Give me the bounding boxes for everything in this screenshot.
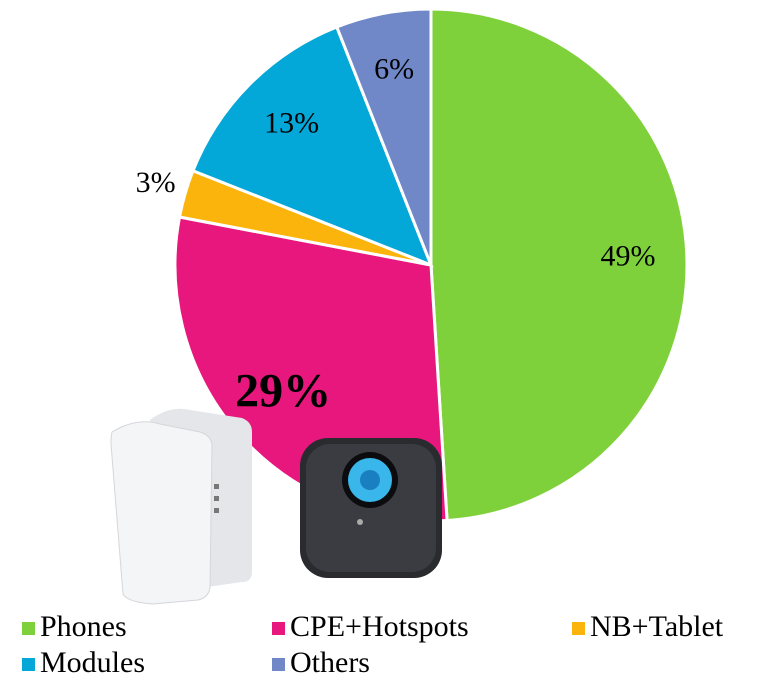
legend-label: Others bbox=[290, 646, 370, 679]
legend-swatch bbox=[572, 622, 585, 635]
slice-label: 6% bbox=[374, 52, 414, 85]
legend-label: NB+Tablet bbox=[590, 610, 724, 643]
legend-swatch bbox=[272, 658, 285, 671]
legend-label: Modules bbox=[40, 646, 145, 679]
cpe-illustration bbox=[111, 409, 252, 604]
legend-label: CPE+Hotspots bbox=[290, 610, 469, 643]
legend-swatch bbox=[22, 658, 35, 671]
slice-label: 3% bbox=[136, 166, 176, 199]
slice-label: 13% bbox=[264, 107, 319, 140]
slice-label: 49% bbox=[601, 240, 656, 273]
legend-label: Phones bbox=[40, 610, 127, 643]
legend-swatch bbox=[22, 622, 35, 635]
chart: 49% 29% 3% 13% 6% Phones CPE+Hotspots NB+Table… bbox=[0, 0, 762, 686]
slice-label: 29% bbox=[235, 364, 331, 417]
hotspot-illustration bbox=[300, 438, 442, 578]
legend: Phones CPE+Hotspots NB+Tablet Modules Others bbox=[22, 610, 724, 679]
legend-swatch bbox=[272, 622, 285, 635]
